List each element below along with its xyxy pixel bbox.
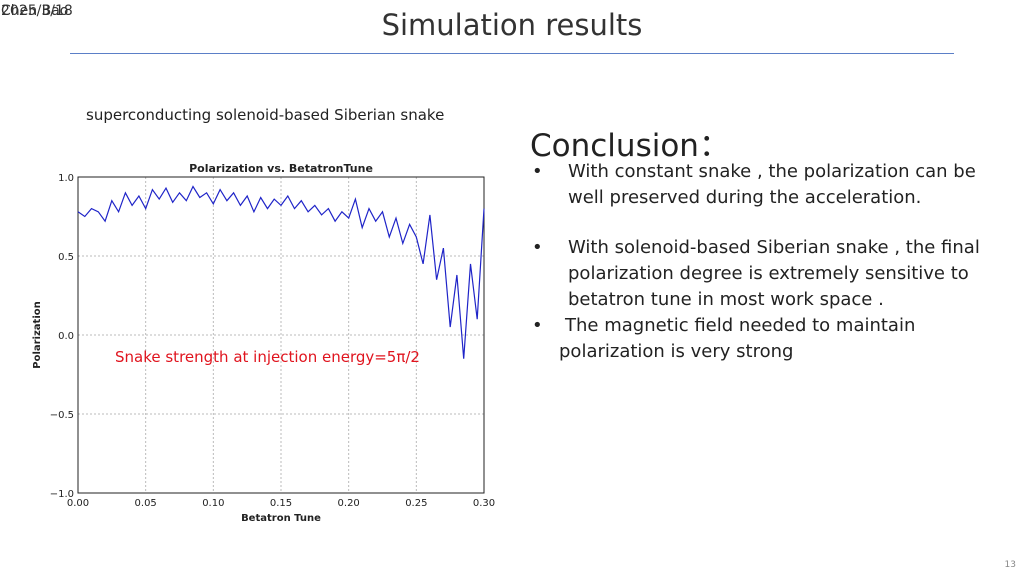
x-tick-label: 0.25 [405,498,427,509]
page-title: Simulation results [381,8,643,42]
chart-caption: superconducting solenoid-based Siberian … [86,106,445,124]
conclusion-heading: Conclusion： [530,128,730,164]
series-line-polarization [77,185,485,359]
bullet-2-line-3: betatron tune in most work space . [568,289,884,310]
header-date: 2025/3/18 [1,3,73,19]
y-tick-label: −1.0 [50,489,74,500]
bullet-dot: • [532,315,543,336]
y-tick-label: 1.0 [58,173,74,184]
chart-title: Polarization vs. BetatronTune [189,162,373,175]
bullet-dot: • [532,161,543,182]
x-tick-label: 0.20 [338,498,360,509]
polarization-chart: 0.00 0.05 0.10 0.15 0.20 0.25 0.30 1.0 0.5 0.0 −0.… [28,160,498,530]
bullet-3-line-1: The magnetic field needed to maintain [565,315,916,336]
bullet-dot: • [532,237,543,258]
title-underline [70,53,954,54]
bullet-2-line-2: polarization degree is extremely sensiti… [568,263,969,284]
snake-strength-annotation: Snake strength at injection energy=5π/2 [115,348,420,366]
y-axis-label: Polarization [32,301,43,369]
x-tick-label: 0.00 [67,498,89,509]
header-author: Chen Bao [1,3,69,19]
x-axis-label: Betatron Tune [241,513,321,524]
bullet-1-line-1: With constant snake , the polarization c… [568,161,976,182]
bullet-2-line-1: With solenoid-based Siberian snake , the… [568,237,980,258]
bullet-1-line-2: well preserved during the acceleration. [568,187,922,208]
bullet-3-line-2: polarization is very strong [559,341,794,362]
chart-svg: 0.00 0.05 0.10 0.15 0.20 0.25 0.30 1.0 0.5 0.0 −0.… [32,162,495,524]
y-tick-label: −0.5 [50,410,74,421]
y-tick-label: 0.5 [58,252,74,263]
plot-frame [77,176,485,494]
x-tick-label: 0.10 [202,498,224,509]
x-tick-label: 0.15 [270,498,292,509]
x-tick-label: 0.30 [473,498,495,509]
x-tick-label: 0.05 [135,498,157,509]
page-number: 13 [1004,560,1016,570]
y-tick-label: 0.0 [58,331,74,342]
